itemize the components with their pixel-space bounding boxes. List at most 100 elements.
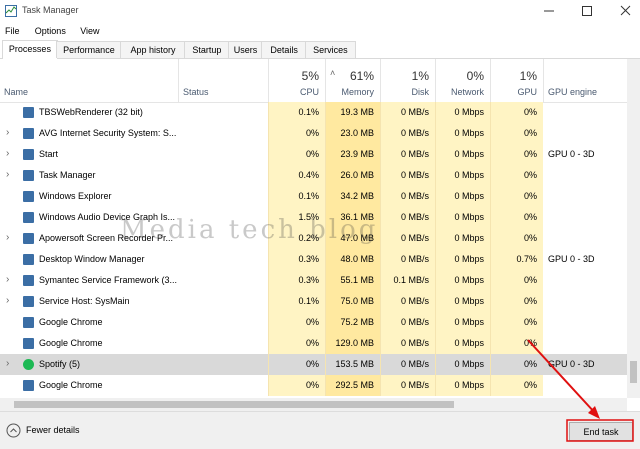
cell-memory: 26.0 MB <box>325 165 380 186</box>
header-cell[interactable]: 1% Disk <box>380 59 435 102</box>
cell-gpu: 0% <box>490 333 543 354</box>
expand-arrow[interactable]: › <box>6 274 10 285</box>
cell-disk: 0 MB/s <box>380 102 435 123</box>
expand-arrow[interactable]: › <box>6 232 10 243</box>
cell-disk: 0 MB/s <box>380 207 435 228</box>
cell-name: Service Host: SysMain <box>39 296 130 306</box>
process-list: TBSWebRenderer (32 bit) 0.1% 19.3 MB 0 MB/s… <box>0 102 627 398</box>
process-icon <box>23 338 34 349</box>
cell-cpu: 0.3% <box>268 270 325 291</box>
tab[interactable]: Details <box>261 41 307 58</box>
process-row[interactable]: Google Chrome 0% 292.5 MB 0 MB/s 0 Mbps 0% <box>0 375 627 396</box>
cell-disk: 0 MB/s <box>380 165 435 186</box>
process-row[interactable]: › Task Manager 0.4% 26.0 MB 0 MB/s 0 Mbps 0% <box>0 165 627 186</box>
cell-network: 0 Mbps <box>435 102 490 123</box>
cell-network: 0 Mbps <box>435 207 490 228</box>
vertical-scrollbar[interactable] <box>627 59 640 398</box>
process-row[interactable]: › Apowersoft Screen Recorder Pr... 0.2% 47.… <box>0 228 627 249</box>
cell-gpu: 0% <box>490 228 543 249</box>
menu-item[interactable]: Options <box>34 26 66 36</box>
process-row[interactable]: Windows Audio Device Graph Is... 1.5% 36.1… <box>0 207 627 228</box>
cell-disk: 0 MB/s <box>380 123 435 144</box>
expand-arrow[interactable]: › <box>6 148 10 159</box>
cell-memory: 34.2 MB <box>325 186 380 207</box>
process-row[interactable]: Desktop Window Manager 0.3% 48.0 MB 0 MB/s 0… <box>0 249 627 270</box>
menu-item[interactable]: View <box>80 26 100 36</box>
cell-disk: 0 MB/s <box>380 144 435 165</box>
horizontal-scrollbar[interactable] <box>0 398 627 411</box>
header-percent: 1% <box>519 69 537 83</box>
header-label: GPU engine <box>548 87 598 97</box>
expand-arrow[interactable]: › <box>6 169 10 180</box>
header-cell[interactable]: Status <box>178 59 268 102</box>
cell-network: 0 Mbps <box>435 249 490 270</box>
tab[interactable]: Processes <box>2 40 58 59</box>
title-bar: Task Manager <box>0 0 640 22</box>
collapse-icon[interactable] <box>6 423 21 438</box>
process-row[interactable]: › AVG Internet Security System: S... 0% 23.… <box>0 123 627 144</box>
cell-network: 0 Mbps <box>435 354 490 375</box>
header-percent: 0% <box>466 69 484 83</box>
tab[interactable]: Services <box>305 41 356 58</box>
cell-network: 0 Mbps <box>435 312 490 333</box>
header-label: Network <box>450 87 484 97</box>
header-cell[interactable]: 1% GPU <box>490 59 543 102</box>
window-title: Task Manager <box>22 5 79 15</box>
header-cell[interactable]: 5% CPU <box>268 59 325 102</box>
header-label: GPU <box>517 87 537 97</box>
cell-network: 0 Mbps <box>435 165 490 186</box>
header-percent: 5% <box>301 69 319 83</box>
header-cell[interactable]: GPU engine <box>543 59 627 102</box>
expand-arrow[interactable]: › <box>6 295 10 306</box>
process-row[interactable]: › Service Host: SysMain 0.1% 75.0 MB 0 MB/s 0… <box>0 291 627 312</box>
process-icon <box>23 128 34 139</box>
tab[interactable]: Performance <box>55 41 122 58</box>
cell-gpu: 0% <box>490 312 543 333</box>
expand-arrow[interactable]: › <box>6 358 10 369</box>
fewer-details[interactable]: Fewer details <box>26 425 80 435</box>
cell-gpu: 0% <box>490 123 543 144</box>
header-percent: 1% <box>411 69 429 83</box>
window-controls[interactable] <box>540 0 640 22</box>
cell-gpu-engine: GPU 0 - 3D <box>548 254 595 264</box>
tab-bar: Processes Performance App history Startup Us… <box>0 40 640 59</box>
tab[interactable]: App history <box>120 41 187 58</box>
cell-gpu: 0% <box>490 207 543 228</box>
cell-network: 0 Mbps <box>435 123 490 144</box>
cell-disk: 0.1 MB/s <box>380 270 435 291</box>
cell-disk: 0 MB/s <box>380 354 435 375</box>
process-icon <box>23 233 34 244</box>
cell-name: Google Chrome <box>39 338 103 348</box>
cell-gpu: 0.7% <box>490 249 543 270</box>
process-row[interactable]: TBSWebRenderer (32 bit) 0.1% 19.3 MB 0 MB/s… <box>0 102 627 123</box>
cell-memory: 36.1 MB <box>325 207 380 228</box>
process-row[interactable]: › Symantec Service Framework (3... 0.3% 55.… <box>0 270 627 291</box>
end-task-button[interactable]: End task <box>569 422 633 441</box>
cell-name: Spotify (5) <box>39 359 81 369</box>
tab[interactable]: Startup <box>184 41 230 58</box>
process-icon <box>23 170 34 181</box>
process-row[interactable]: › Start 0% 23.9 MB 0 MB/s 0 Mbps 0% GPU 0 - 3D <box>0 144 627 165</box>
header-cell[interactable]: 0% Network <box>435 59 490 102</box>
cell-memory: 153.5 MB <box>325 354 380 375</box>
process-icon <box>23 275 34 286</box>
process-row[interactable]: Google Chrome 0% 129.0 MB 0 MB/s 0 Mbps 0% <box>0 333 627 354</box>
cell-name: Apowersoft Screen Recorder Pr... <box>39 233 174 243</box>
tab[interactable]: Users <box>227 41 264 58</box>
process-row[interactable]: Windows Explorer 0.1% 34.2 MB 0 MB/s 0 Mbps 0… <box>0 186 627 207</box>
menu-bar: File Options View <box>0 22 640 40</box>
expand-arrow[interactable]: › <box>6 127 10 138</box>
cell-gpu: 0% <box>490 270 543 291</box>
process-row[interactable]: Google Chrome 0% 75.2 MB 0 MB/s 0 Mbps 0% <box>0 312 627 333</box>
menu-item[interactable]: File <box>5 26 20 36</box>
cell-name: Windows Explorer <box>39 191 112 201</box>
cell-cpu: 0.4% <box>268 165 325 186</box>
cell-name: Symantec Service Framework (3... <box>39 275 178 285</box>
header-cell[interactable]: 61% Memory <box>325 59 380 102</box>
watermark: Media tech blog <box>120 215 379 245</box>
column-header: Name Status 5% CPU 61% Memory 1% Disk 0% Network 1… <box>0 59 627 103</box>
process-row[interactable]: › Spotify (5) 0% 153.5 MB 0 MB/s 0 Mbps 0% GPU … <box>0 354 627 375</box>
header-cell[interactable]: Name <box>0 59 178 102</box>
cell-name: Start <box>39 149 59 159</box>
cell-name: Windows Audio Device Graph Is... <box>39 212 176 222</box>
